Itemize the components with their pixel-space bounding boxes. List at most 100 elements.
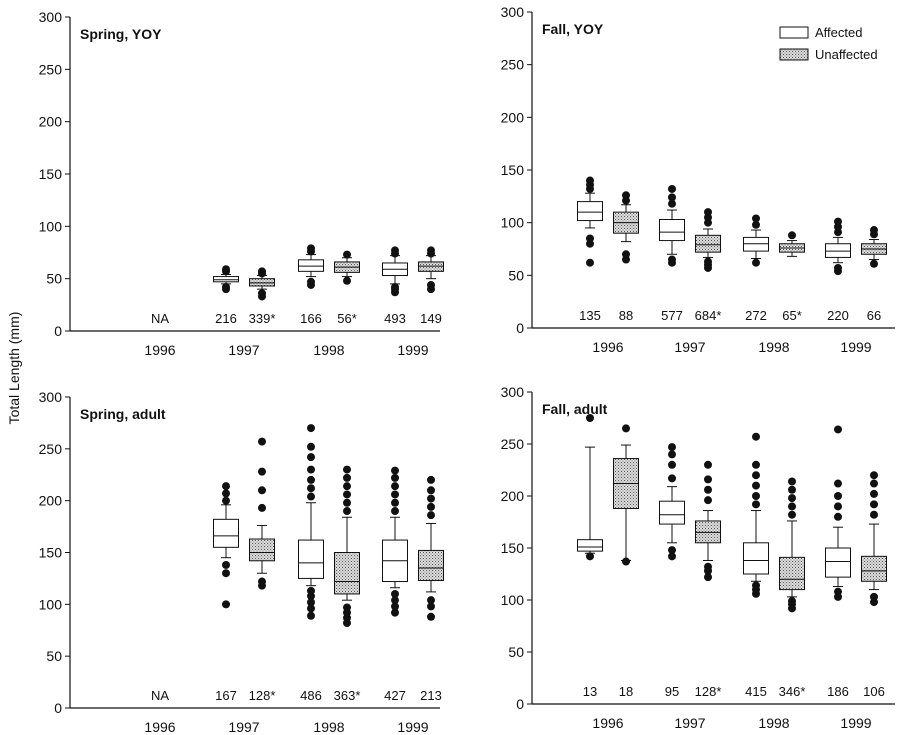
sample-size-label: 339* xyxy=(249,311,276,326)
outlier-point xyxy=(307,277,315,286)
unaffected-box-1999 xyxy=(861,226,887,268)
outlier-point xyxy=(427,502,435,511)
sample-size-label: 216 xyxy=(215,311,237,326)
unaffected-box-1999 xyxy=(861,471,887,607)
unaffected-box-1997 xyxy=(249,267,275,301)
legend-label: Unaffected xyxy=(815,47,878,62)
affected-box-1999 xyxy=(825,217,851,276)
outlier-point xyxy=(752,460,760,469)
sample-size-label: 213 xyxy=(420,688,442,703)
outlier-point xyxy=(307,604,315,613)
y-tick-label: 100 xyxy=(501,215,525,231)
outlier-point xyxy=(834,492,842,500)
outlier-point xyxy=(834,425,842,434)
outlier-point xyxy=(788,597,796,606)
y-tick-label: 300 xyxy=(39,9,63,25)
sample-size-label: 88 xyxy=(619,308,633,323)
sample-size-label: 363* xyxy=(334,688,361,703)
outlier-point xyxy=(668,193,676,202)
panel-title: Spring, YOY xyxy=(80,26,162,42)
sample-size-label: 577 xyxy=(661,308,683,323)
outlier-point xyxy=(622,557,630,566)
outlier-point xyxy=(752,581,760,590)
outlier-point xyxy=(870,489,878,498)
affected-box-1997 xyxy=(659,184,685,267)
affected-box-1998 xyxy=(298,244,324,289)
y-tick-label: 50 xyxy=(46,648,62,664)
outlier-point xyxy=(870,479,878,488)
outlier-point xyxy=(752,492,760,500)
iqr-box xyxy=(659,500,685,525)
iqr-box xyxy=(577,201,603,222)
x-tick-label: 1998 xyxy=(758,339,789,355)
outlier-point xyxy=(788,494,796,503)
y-tick-label: 50 xyxy=(508,644,524,660)
outlier-point xyxy=(343,250,351,259)
y-tick-label: 100 xyxy=(501,592,525,608)
sample-size-label: 128* xyxy=(695,684,722,699)
affected-box-1996 xyxy=(577,414,603,561)
unaffected-box-1996 xyxy=(613,424,639,566)
iqr-box xyxy=(577,539,603,552)
outlier-point xyxy=(307,484,315,493)
y-tick-label: 150 xyxy=(501,162,525,178)
panel-3: 0 50 100 150 200 250 300 1996 1997 1998 1999 Fall, … xyxy=(501,384,895,731)
iqr-box xyxy=(779,556,805,591)
outlier-point xyxy=(834,479,842,488)
sample-size-label: 106 xyxy=(863,684,885,699)
y-tick-label: 300 xyxy=(501,4,525,20)
panel-0: 0 50 100 150 200 250 300 1996 1997 1998 1999 Spring… xyxy=(39,9,444,358)
outlier-point xyxy=(307,586,315,595)
sample-size-label: 186 xyxy=(827,684,849,699)
x-tick-label: 1996 xyxy=(592,715,623,731)
y-tick-label: 200 xyxy=(39,114,63,130)
outlier-point xyxy=(704,496,712,505)
affected-box-1997 xyxy=(213,265,239,294)
outlier-point xyxy=(391,473,399,482)
outlier-point xyxy=(870,500,878,509)
x-tick-label: 1999 xyxy=(397,719,428,735)
outlier-point xyxy=(668,443,676,452)
y-tick-label: 300 xyxy=(501,384,525,400)
outlier-point xyxy=(222,482,230,491)
x-tick-label: 1996 xyxy=(144,342,175,358)
outlier-point xyxy=(752,500,760,509)
outlier-point xyxy=(391,490,399,499)
outlier-point xyxy=(668,184,676,193)
outlier-point xyxy=(788,231,796,240)
panel-1: 0 50 100 150 200 250 300 1996 1997 1998 1999 Fall, … xyxy=(501,4,895,355)
iqr-box xyxy=(298,539,324,579)
y-tick-label: 250 xyxy=(39,441,63,457)
panel-title: Fall, YOY xyxy=(542,21,604,37)
x-tick-label: 1997 xyxy=(228,719,259,735)
outlier-point xyxy=(870,510,878,519)
outlier-point xyxy=(752,220,760,229)
outlier-point xyxy=(668,450,676,459)
outlier-point xyxy=(391,602,399,611)
outlier-point xyxy=(222,489,230,498)
x-tick-label: 1996 xyxy=(592,339,623,355)
outlier-point xyxy=(427,602,435,611)
sample-size-label: 346* xyxy=(779,684,806,699)
unaffected-box-1999 xyxy=(418,246,444,294)
outlier-point xyxy=(870,259,878,268)
outlier-point xyxy=(258,503,266,512)
outlier-point xyxy=(622,250,630,259)
outlier-point xyxy=(586,234,594,243)
y-tick-label: 100 xyxy=(39,218,63,234)
affected-box-1997 xyxy=(659,443,685,561)
outlier-point xyxy=(427,494,435,503)
outlier-point xyxy=(704,573,712,582)
sample-size-label: 167 xyxy=(215,688,237,703)
outlier-point xyxy=(222,569,230,578)
outlier-point xyxy=(668,460,676,469)
y-axis-label: Total Length (mm) xyxy=(6,312,22,425)
outlier-point xyxy=(307,598,315,607)
outlier-point xyxy=(704,475,712,484)
outlier-point xyxy=(668,199,676,208)
y-tick-label: 0 xyxy=(516,696,524,712)
sample-size-label: 684* xyxy=(695,308,722,323)
y-tick-label: 150 xyxy=(39,545,63,561)
x-tick-label: 1996 xyxy=(144,719,175,735)
